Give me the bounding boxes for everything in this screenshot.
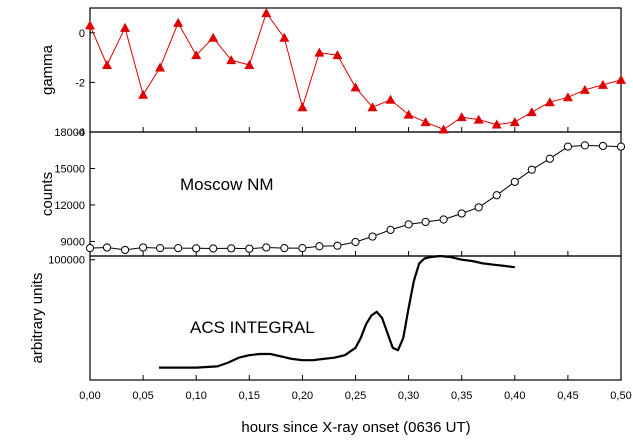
counts-data-point (262, 243, 271, 252)
counts-data-point (474, 203, 483, 212)
counts-data-point (457, 209, 466, 218)
gamma-data-point (367, 102, 378, 112)
gamma-data-point (473, 114, 484, 124)
counts-data-point (563, 142, 573, 151)
counts-data-point (404, 220, 413, 229)
gamma-data-point (261, 7, 272, 17)
counts-data-point (102, 243, 112, 252)
gamma-data-point (85, 20, 95, 30)
x-axis-label: hours since X-ray onset (0636 UT) (241, 419, 470, 436)
acs-series-line (159, 254, 515, 369)
counts-panel-frame (89, 131, 622, 257)
gamma-y-tick-label: 0 (79, 28, 85, 40)
gamma-data-point (597, 79, 608, 89)
counts-data-point (598, 141, 608, 151)
counts-data-point (245, 244, 254, 253)
x-tick-label: 0,40 (504, 390, 525, 402)
gamma-series-line (89, 12, 622, 130)
gamma-data-point (314, 47, 325, 57)
gamma-data-point (403, 109, 414, 119)
gamma-data-point (579, 84, 590, 94)
acs-panel-frame (89, 255, 622, 381)
gamma-data-point (138, 89, 149, 99)
x-tick-label: 0,30 (398, 390, 419, 402)
gamma-data-point (420, 117, 431, 127)
gamma-data-point (173, 17, 184, 27)
gamma-data-point (491, 119, 502, 129)
x-tick-label: 0,20 (292, 390, 313, 402)
counts-data-point (368, 232, 377, 241)
counts-data-point (333, 241, 342, 250)
counts-data-point (209, 244, 218, 253)
chart-marks: 0,00 0,05 0,10 0,15 0,20 0,25 0,30 0,35 0,40 0,45… (48, 7, 632, 402)
gamma-data-point (544, 97, 555, 107)
gamma-data-point (226, 55, 237, 65)
x-tick-label: 0,10 (185, 390, 206, 402)
gamma-data-point (244, 60, 255, 70)
gamma-data-point (191, 50, 202, 60)
counts-y-tick-label: 18000 (54, 127, 85, 139)
x-tick-label: 0,50 (610, 390, 631, 402)
counts-data-point (280, 243, 289, 253)
gamma-data-point (385, 94, 396, 104)
x-tick-label: 0,05 (132, 390, 153, 402)
counts-data-point (192, 244, 201, 253)
counts-data-point (85, 243, 95, 253)
acs-integral-annotation: ACS INTEGRAL (190, 318, 315, 337)
gamma-data-point (332, 50, 343, 60)
counts-data-point (580, 141, 589, 150)
gamma-data-point (616, 74, 626, 84)
x-tick-label: 0,00 (79, 390, 100, 402)
counts-data-point (298, 243, 307, 253)
moscow-nm-annotation: Moscow NM (180, 175, 274, 194)
counts-data-point (421, 217, 430, 227)
x-tick-label: 0,25 (345, 390, 366, 402)
gamma-data-point (562, 92, 573, 102)
gamma-y-tick-label: -4 (75, 127, 85, 139)
counts-data-point (120, 245, 130, 255)
counts-y-tick-label: 9000 (61, 236, 85, 248)
counts-y-tick-label: 15000 (54, 163, 85, 175)
gamma-y-tick-label: -2 (75, 77, 85, 89)
gamma-data-point (279, 32, 290, 42)
acs-y-axis-label: arbitrary units (29, 273, 46, 364)
counts-data-point (386, 225, 395, 234)
x-tick-label: 0,45 (557, 390, 578, 402)
counts-data-point (139, 243, 148, 252)
gamma-data-point (208, 32, 219, 42)
counts-data-point (616, 142, 626, 151)
counts-data-point (545, 154, 554, 163)
counts-data-point (227, 244, 236, 253)
counts-y-axis-label: counts (39, 172, 56, 216)
gamma-y-axis-label: gamma (39, 44, 56, 95)
counts-data-point (315, 242, 324, 251)
counts-data-point (351, 237, 360, 247)
acs-y-tick-label: 100000 (48, 255, 85, 267)
gamma-data-point (509, 117, 520, 127)
counts-y-tick-label: 12000 (54, 200, 85, 212)
counts-data-point (492, 191, 501, 200)
counts-data-point (527, 165, 536, 174)
gamma-data-point (297, 102, 308, 112)
gamma-data-point (350, 82, 361, 92)
gamma-data-point (456, 112, 467, 122)
gamma-panel-frame (89, 7, 622, 133)
gamma-data-point (101, 60, 112, 70)
counts-data-point (155, 243, 165, 253)
gamma-data-point (155, 62, 166, 72)
counts-data-point (174, 243, 183, 253)
gamma-data-point (526, 107, 537, 117)
counts-data-point (510, 177, 519, 186)
x-tick-label: 0,15 (239, 390, 260, 402)
counts-data-point (439, 215, 448, 224)
gamma-data-point (438, 124, 449, 134)
counts-series-line (89, 144, 622, 251)
gamma-data-point (120, 22, 131, 32)
x-tick-label: 0,35 (451, 390, 472, 402)
